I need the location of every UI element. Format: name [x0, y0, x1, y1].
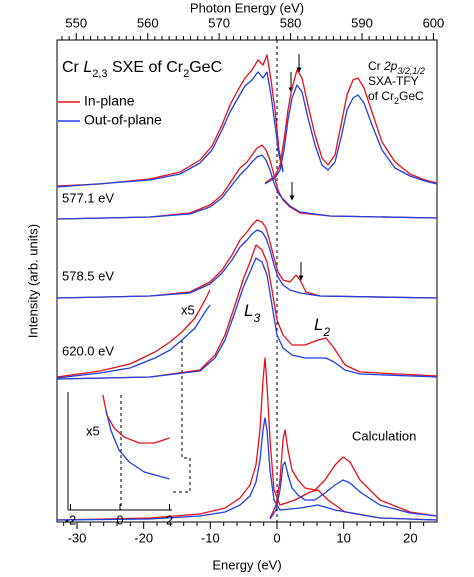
series-line: [56, 357, 438, 521]
xas-label-line: SXA-TFY: [368, 74, 419, 88]
x-tick-label: -10: [201, 530, 220, 545]
text-part: GeC: [399, 89, 424, 103]
chart-title: Cr L2,3 SXE of Cr2GeC: [62, 59, 222, 80]
series-line: [56, 257, 438, 380]
x2-tick-label: 600: [423, 15, 445, 30]
series-line: [264, 84, 438, 185]
text-part: 2: [394, 96, 399, 106]
series-line: [56, 219, 438, 299]
x-tick-label: 10: [336, 530, 350, 545]
series-line: [269, 429, 438, 519]
x-axis-label: Energy (eV): [212, 557, 281, 572]
series-line: [56, 229, 438, 299]
text-part: L: [83, 59, 92, 76]
text-part: 2: [322, 325, 330, 339]
text-part: 2,3: [92, 68, 107, 80]
x2-tick-label: 580: [280, 15, 302, 30]
text-part: GeC: [189, 59, 222, 76]
text-part: 2p: [383, 59, 398, 73]
series-line: [56, 154, 438, 220]
text-part: SXA-TFY: [368, 74, 419, 88]
panel-label: 620.0 eV: [62, 343, 114, 358]
series-line: [56, 417, 438, 521]
text-part: 3: [253, 311, 260, 325]
series-line: [56, 304, 211, 379]
x-tick-label: 0: [273, 530, 280, 545]
inset-x-tick-label: 2: [166, 512, 173, 527]
series-line: [56, 54, 284, 187]
panel-label: 578.5 eV: [62, 268, 114, 283]
series-line: [56, 144, 438, 220]
xas-label-line: Cr 2p3/2,1/2: [368, 59, 425, 76]
inset-x-tick-label: 0: [116, 512, 123, 527]
x2-axis-label: Photon Energy (eV): [190, 0, 304, 15]
x2-tick-label: 570: [208, 15, 230, 30]
legend-label: Out-of-plane: [84, 112, 162, 128]
text-part: L: [244, 301, 253, 320]
x-tick-label: -20: [134, 530, 153, 545]
text-part: Cr: [368, 59, 384, 73]
x2-tick-label: 590: [351, 15, 373, 30]
xas-label-line: of Cr2GeC: [368, 89, 424, 106]
series-line: [56, 244, 438, 380]
text-part: Cr: [62, 59, 83, 76]
inset-x-tick-label: -2: [65, 512, 77, 527]
series-line: [269, 461, 438, 520]
inset-connector: [172, 340, 191, 493]
series-line: [105, 409, 170, 480]
calc-label: Calculation: [352, 428, 416, 443]
series-line: [264, 69, 438, 184]
scale-label: x5: [181, 302, 195, 317]
inset-scale-label: x5: [86, 423, 100, 438]
plot-frame: [56, 39, 438, 523]
x2-tick-label: 550: [65, 15, 87, 30]
panel-label: 577.1 eV: [62, 190, 114, 205]
legend-label: In-plane: [84, 93, 135, 109]
text-part: 3/2,1/2: [397, 66, 425, 76]
peak-label: L2: [314, 315, 330, 339]
text-part: L: [314, 315, 323, 334]
text-part: 2: [183, 68, 189, 80]
x-tick-label: -30: [68, 530, 87, 545]
y-axis-label: Intensity (arb. units): [25, 224, 40, 338]
peak-label: L3: [244, 301, 260, 325]
text-part: SXE of Cr: [108, 59, 184, 76]
x-tick-label: 20: [403, 530, 417, 545]
text-part: of Cr: [368, 89, 394, 103]
series-line: [56, 289, 211, 378]
x2-tick-label: 560: [137, 15, 159, 30]
series-line: [56, 71, 284, 188]
